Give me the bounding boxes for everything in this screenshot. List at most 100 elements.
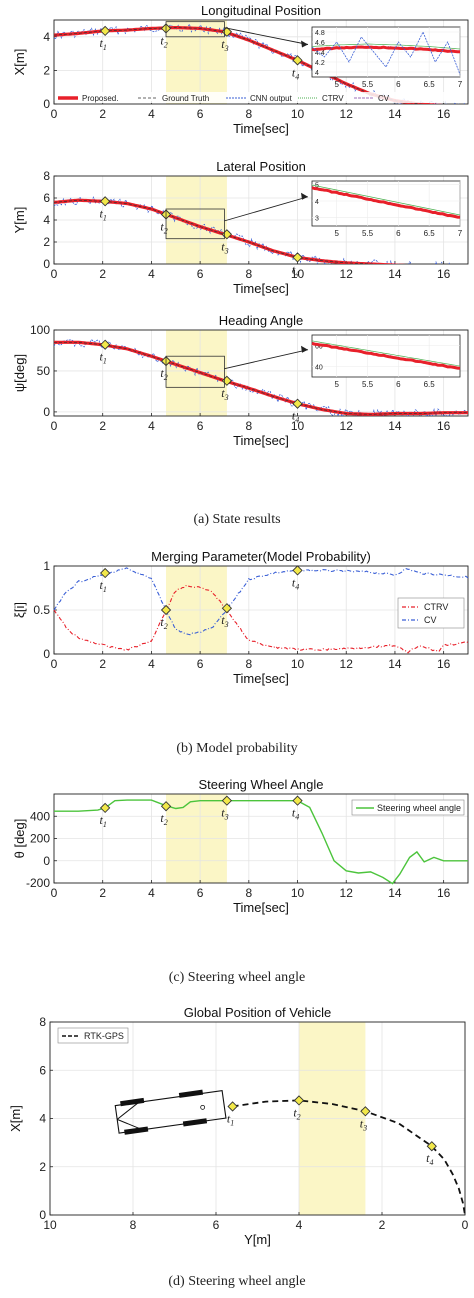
- marker-label-subscript: 3: [224, 813, 229, 822]
- chart-title: Longitudinal Position: [201, 3, 321, 18]
- inset-y-tick-label: 4: [315, 70, 319, 77]
- legend-entry: Steering wheel angle: [377, 803, 461, 813]
- x-tick-label: 2: [99, 419, 106, 433]
- y-axis-label: ψ[deg]: [12, 354, 27, 392]
- marker-label-subscript: 3: [224, 620, 229, 629]
- inset-x-tick-label: 6.5: [424, 229, 436, 238]
- event-marker-label: t3: [221, 239, 228, 255]
- event-marker: [426, 1141, 437, 1152]
- event-marker: [292, 252, 303, 263]
- y-tick-label: 400: [30, 809, 50, 823]
- legend-box: [57, 1027, 129, 1044]
- vehicle-body: [114, 1089, 227, 1134]
- x-tick-label: 6: [197, 657, 204, 671]
- x-axis-label: Time[sec]: [233, 281, 289, 296]
- event-marker-label: t1: [99, 578, 106, 594]
- marker-label-base: t: [99, 813, 103, 827]
- x-tick-label: 14: [388, 107, 402, 121]
- marker-label-subscript: 3: [224, 393, 229, 402]
- x-tick-label: 10: [291, 886, 305, 900]
- event-marker-label: t1: [99, 36, 106, 52]
- inset-y-tick-label: 60: [315, 344, 323, 351]
- inset-proposed-line: [311, 45, 460, 54]
- zoom-rectangle: [165, 21, 225, 38]
- event-marker-label: t4: [292, 806, 299, 822]
- marker-label-base: t: [221, 386, 225, 400]
- x-tick-label: 4: [148, 419, 155, 433]
- chart-title: Steering Wheel Angle: [198, 777, 323, 792]
- zoom-arrowhead: [301, 345, 308, 353]
- event-marker: [160, 801, 172, 812]
- x-tick-label: 10: [291, 419, 305, 433]
- x-tick-label: 0: [51, 419, 58, 433]
- inset-ctrv-line: [311, 184, 461, 216]
- event-marker-label: t3: [221, 386, 228, 402]
- x-axis-label: Time[sec]: [233, 671, 289, 686]
- marker-label-base: t: [160, 811, 164, 825]
- series-steering-wheel-angle: [54, 799, 468, 885]
- marker-label-base: t: [292, 262, 296, 276]
- y-tick-label: 2: [43, 63, 50, 77]
- zoom-rectangle: [165, 208, 225, 240]
- x-tick-label: 0: [51, 657, 58, 671]
- inset-proposed-line: [311, 186, 461, 219]
- event-marker-label: t4: [292, 575, 299, 591]
- series-cv: [53, 567, 469, 636]
- inset-x-tick-label: 6: [396, 80, 401, 89]
- event-marker-label: t2: [160, 33, 167, 49]
- x-axis-label: Time[sec]: [233, 433, 289, 448]
- x-tick-label: 16: [437, 107, 451, 121]
- marker-label-base: t: [99, 36, 103, 50]
- y-tick-label: 2: [43, 235, 50, 249]
- event-marker: [292, 398, 303, 409]
- x-tick-label: 2: [99, 657, 106, 671]
- y-axis-label: X[m]: [12, 49, 27, 76]
- event-marker-label: t3: [221, 37, 228, 53]
- event-marker: [292, 795, 303, 806]
- event-marker-label: t4: [292, 409, 299, 425]
- event-marker-label: t1: [99, 813, 106, 829]
- legend-box: [397, 597, 465, 629]
- series-rtk-gps: [232, 1099, 466, 1216]
- vehicle-wheel: [120, 1097, 145, 1107]
- inset-proposed-line: [311, 341, 461, 370]
- legend-entry: Ground Truth: [162, 94, 209, 103]
- marker-label-subscript: 4: [295, 269, 299, 278]
- legend-background: [55, 92, 467, 103]
- chart-global-position: 10 8 6 4 2 0 0 2 4 6 8 Global Position of Vehicle Y[…: [8, 1005, 469, 1247]
- x-tick-label: 8: [245, 267, 252, 281]
- chart-title: Global Position of Vehicle: [184, 1005, 331, 1020]
- x-tick-label: 10: [291, 107, 305, 121]
- x-axis-label: Time[sec]: [233, 121, 289, 136]
- inset-x-tick-label: 5: [334, 229, 339, 238]
- marker-label-base: t: [221, 239, 225, 253]
- inset-x-tick-label: 5.5: [362, 229, 374, 238]
- marker-label-subscript: 1: [230, 1118, 234, 1127]
- inset-x-tick-label: 6: [396, 380, 401, 389]
- x-tick-label: 8: [245, 657, 252, 671]
- y-tick-label: 1: [43, 559, 50, 573]
- event-marker-label: t4: [292, 262, 299, 278]
- x-tick-label: 14: [388, 886, 402, 900]
- x-tick-label: 8: [130, 1218, 137, 1232]
- x-tick-label: 0: [51, 886, 58, 900]
- y-tick-label: 100: [30, 323, 50, 337]
- x-tick-label: 2: [99, 107, 106, 121]
- x-tick-label: 0: [51, 267, 58, 281]
- marker-label-subscript: 4: [429, 1158, 433, 1167]
- x-tick-label: 10: [291, 657, 305, 671]
- event-marker-label: t3: [360, 1116, 367, 1132]
- x-tick-label: 2: [379, 1218, 386, 1232]
- vehicle-wheel: [182, 1118, 208, 1127]
- y-tick-label: 6: [43, 191, 50, 205]
- legend-entry: CTRV: [322, 94, 344, 103]
- y-tick-label: 0: [43, 97, 50, 111]
- event-marker: [293, 1095, 305, 1106]
- y-tick-label: 4: [43, 213, 50, 227]
- marker-label-base: t: [292, 806, 296, 820]
- y-tick-label: 0: [43, 647, 50, 661]
- event-marker: [100, 339, 111, 350]
- x-tick-label: 4: [148, 657, 155, 671]
